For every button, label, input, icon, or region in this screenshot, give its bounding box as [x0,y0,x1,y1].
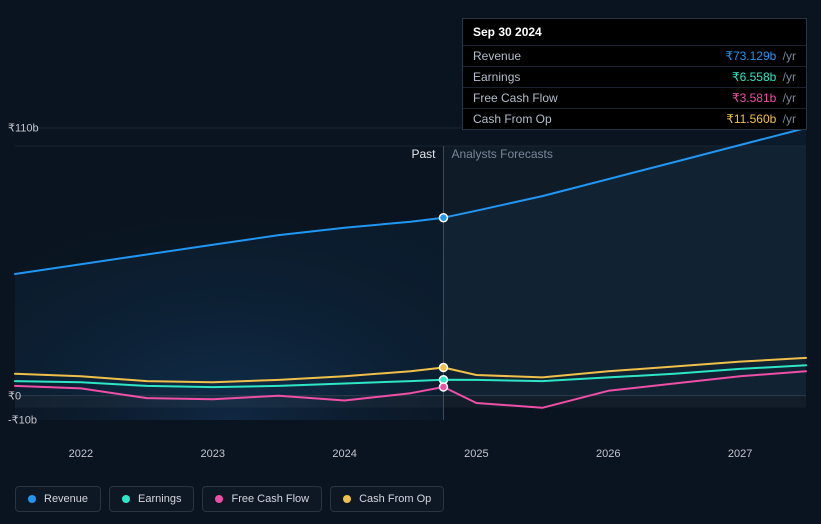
tooltip-row-unit: /yr [779,70,796,84]
section-label-past: Past [15,147,443,167]
tooltip-row-value: ₹73.129b /yr [725,49,796,63]
tooltip-row: Free Cash Flow₹3.581b /yr [463,87,806,108]
legend-dot-icon [343,495,351,503]
tooltip-row-value: ₹3.581b /yr [732,91,796,105]
legend-dot-icon [28,495,36,503]
y-tick-label: -₹10b [8,414,37,427]
x-tick-label: 2027 [728,448,752,460]
tooltip-row-label: Revenue [473,49,725,63]
section-divider: Past Analysts Forecasts [15,147,806,167]
tooltip-row: Revenue₹73.129b /yr [463,45,806,66]
legend-item-earnings[interactable]: Earnings [109,486,194,512]
x-tick-label: 2023 [201,448,225,460]
x-tick-label: 2024 [332,448,356,460]
legend-label: Cash From Op [359,493,431,505]
x-tick-label: 2025 [464,448,488,460]
tooltip-row-value: ₹11.560b /yr [726,112,796,126]
tooltip-row-label: Earnings [473,70,732,84]
legend-item-cash_from_op[interactable]: Cash From Op [330,486,444,512]
tooltip-row-unit: /yr [779,91,796,105]
tooltip-row-unit: /yr [779,112,796,126]
legend-label: Revenue [44,493,88,505]
section-label-forecast: Analysts Forecasts [443,147,806,167]
legend-dot-icon [122,495,130,503]
legend-label: Free Cash Flow [231,493,309,505]
tooltip-row-label: Cash From Op [473,112,726,126]
y-tick-label: ₹110b [8,122,39,135]
legend-item-revenue[interactable]: Revenue [15,486,101,512]
tooltip-row: Cash From Op₹11.560b /yr [463,108,806,129]
tooltip-title: Sep 30 2024 [463,19,806,45]
hover-tooltip: Sep 30 2024 Revenue₹73.129b /yrEarnings₹… [462,18,807,130]
tooltip-row: Earnings₹6.558b /yr [463,66,806,87]
x-axis-labels: 2022 2023 2024 2025 2026 2027 [15,448,806,462]
x-tick-label: 2022 [69,448,93,460]
tooltip-row-value: ₹6.558b /yr [732,70,796,84]
legend: Revenue Earnings Free Cash Flow Cash From O… [15,486,444,512]
tooltip-row-unit: /yr [779,49,796,63]
legend-dot-icon [215,495,223,503]
legend-item-fcf[interactable]: Free Cash Flow [202,486,322,512]
x-tick-label: 2026 [596,448,620,460]
tooltip-row-label: Free Cash Flow [473,91,732,105]
chart-container: Past Analysts Forecasts ₹110b ₹0 -₹10b 202… [0,0,821,524]
y-tick-label: ₹0 [8,389,21,402]
legend-label: Earnings [138,493,181,505]
